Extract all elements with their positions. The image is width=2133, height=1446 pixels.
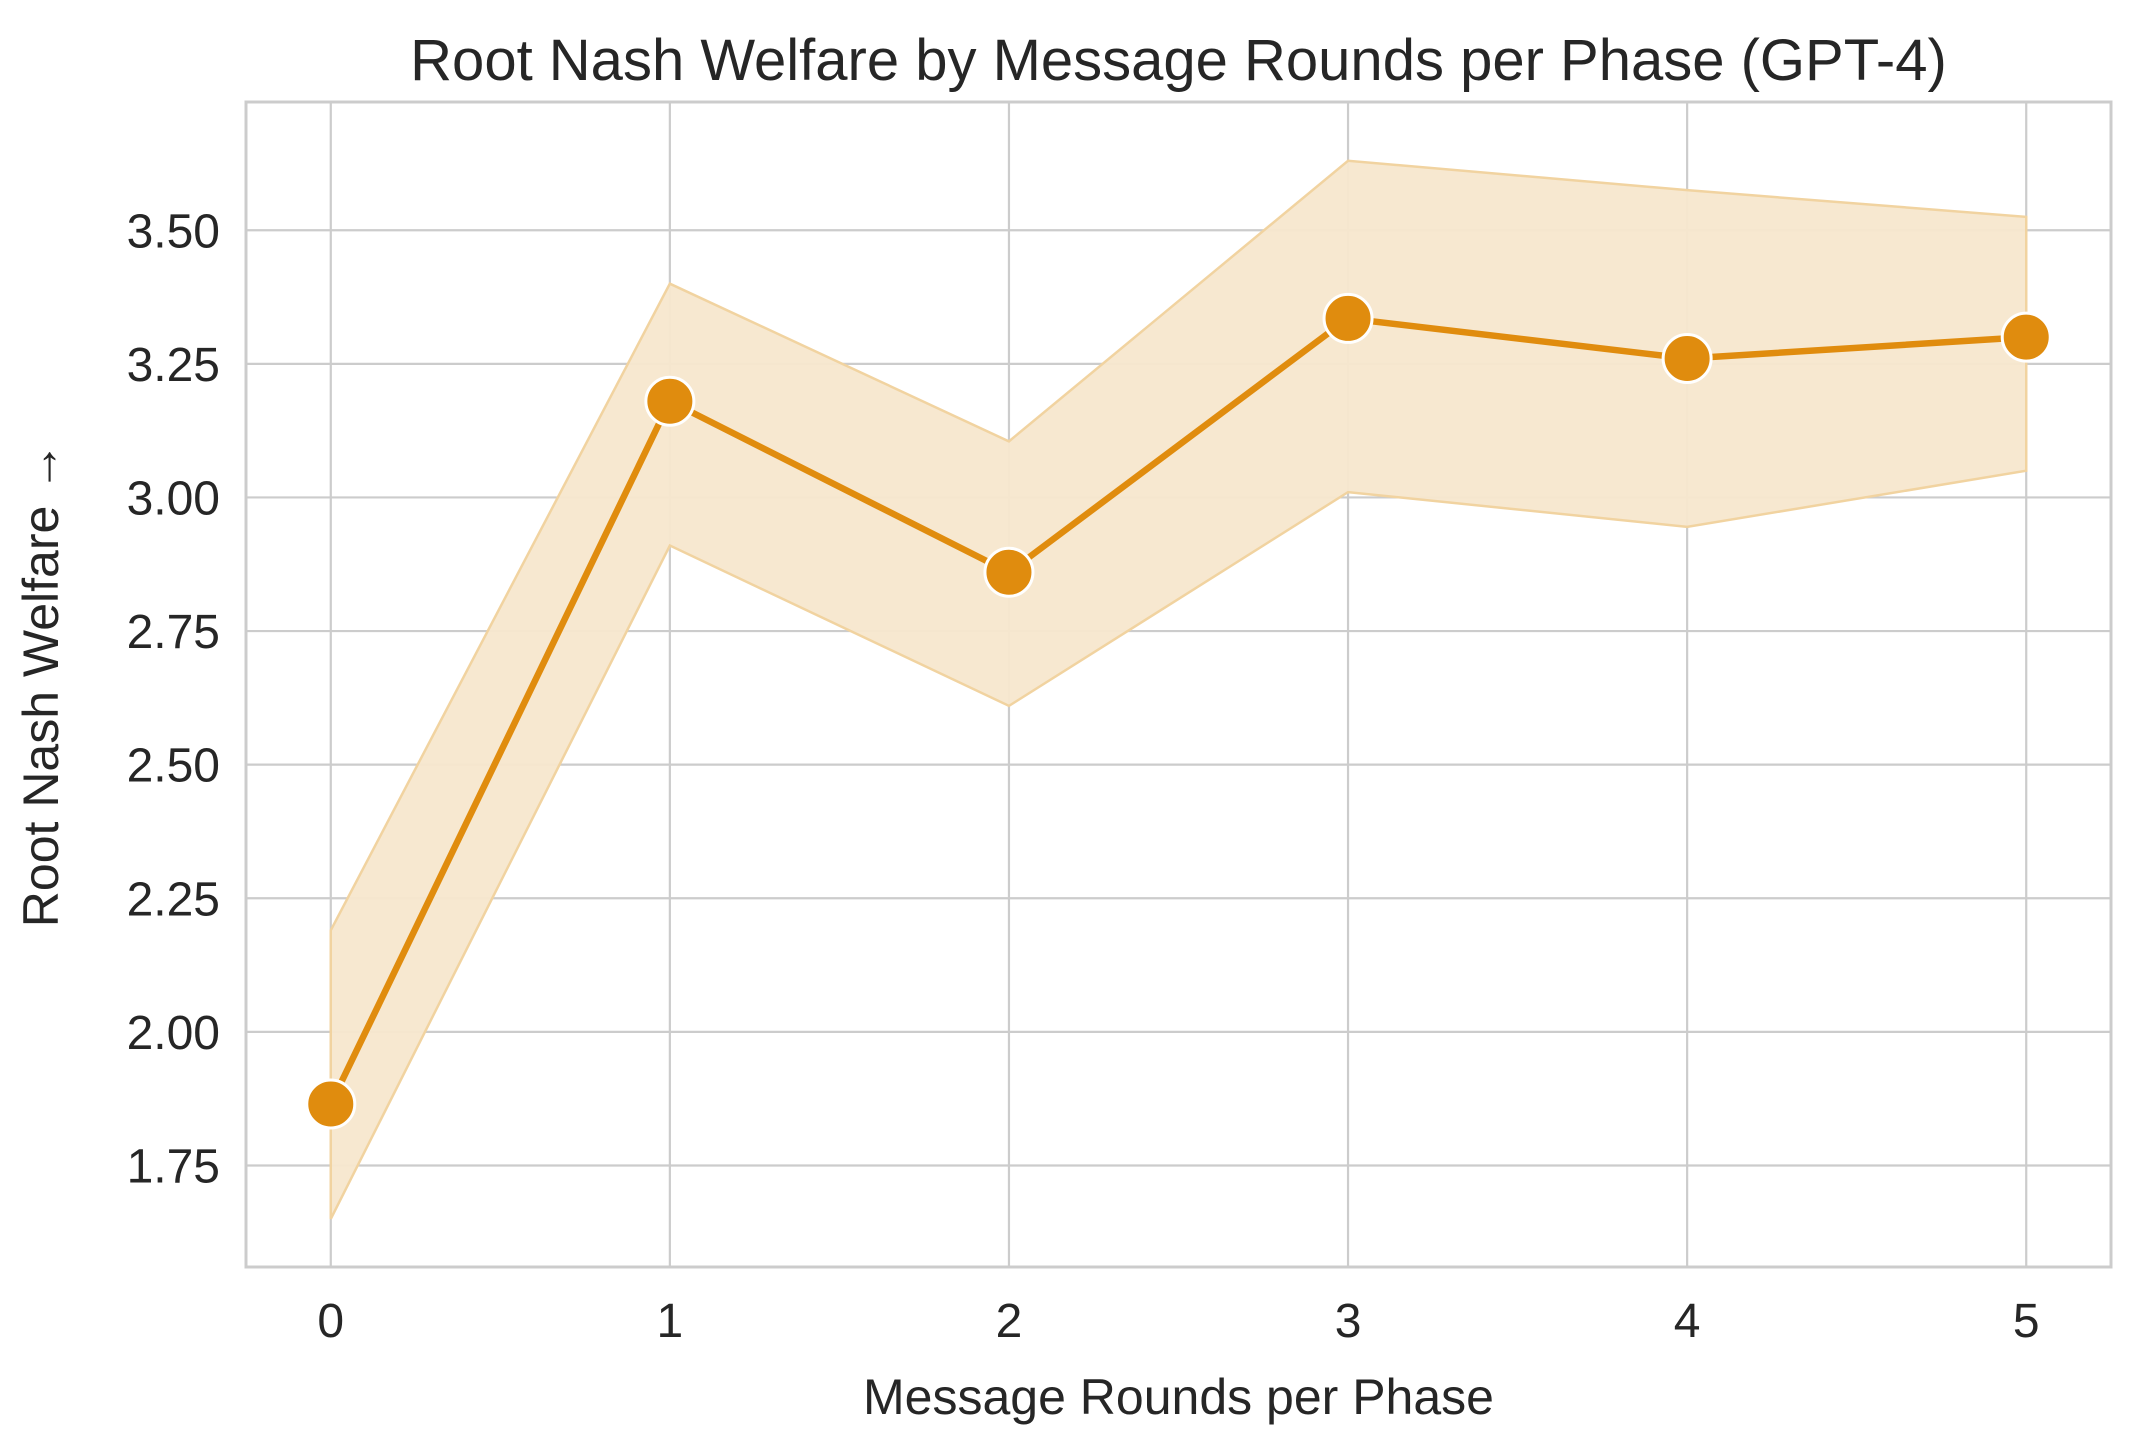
data-point: [983, 546, 1035, 598]
data-point: [1322, 292, 1374, 344]
data-point-layer: [305, 292, 2052, 1130]
x-tick-label: 2: [996, 1295, 1023, 1348]
x-tick-label: 0: [317, 1295, 344, 1348]
y-tick-label: 3.00: [127, 472, 220, 525]
confidence-band: [329, 159, 2028, 1220]
data-point: [2000, 311, 2052, 363]
y-axis-ticks: 1.75 2.00 2.25 2.50 2.75 3.00 3.25 3.50: [127, 205, 220, 1193]
x-tick-label: 3: [1335, 1295, 1362, 1348]
plot-frame: [244, 100, 2113, 1269]
chart-title: Root Nash Welfare by Message Rounds per …: [410, 28, 1947, 93]
data-point: [305, 1078, 357, 1130]
y-tick-label: 3.25: [127, 339, 220, 392]
series-line-layer: [327, 315, 2030, 1108]
y-tick-label: 2.50: [127, 740, 220, 793]
x-tick-label: 4: [1674, 1295, 1701, 1348]
y-tick-label: 2.25: [127, 873, 220, 926]
x-axis-title: Message Rounds per Phase: [863, 1369, 1494, 1425]
y-tick-label: 1.75: [127, 1140, 220, 1193]
data-point: [1661, 333, 1713, 385]
confidence-band-layer: [329, 159, 2028, 1220]
y-tick-label: 2.75: [127, 606, 220, 659]
series-line: [327, 315, 2030, 1108]
y-axis-title: Root Nash Welfare →: [13, 442, 69, 927]
x-axis-ticks: 0 1 2 3 4 5: [317, 1295, 2039, 1348]
data-point: [644, 375, 696, 427]
x-tick-label: 1: [657, 1295, 684, 1348]
y-tick-label: 2.00: [127, 1007, 220, 1060]
x-tick-label: 5: [2013, 1295, 2040, 1348]
y-tick-label: 3.50: [127, 205, 220, 258]
